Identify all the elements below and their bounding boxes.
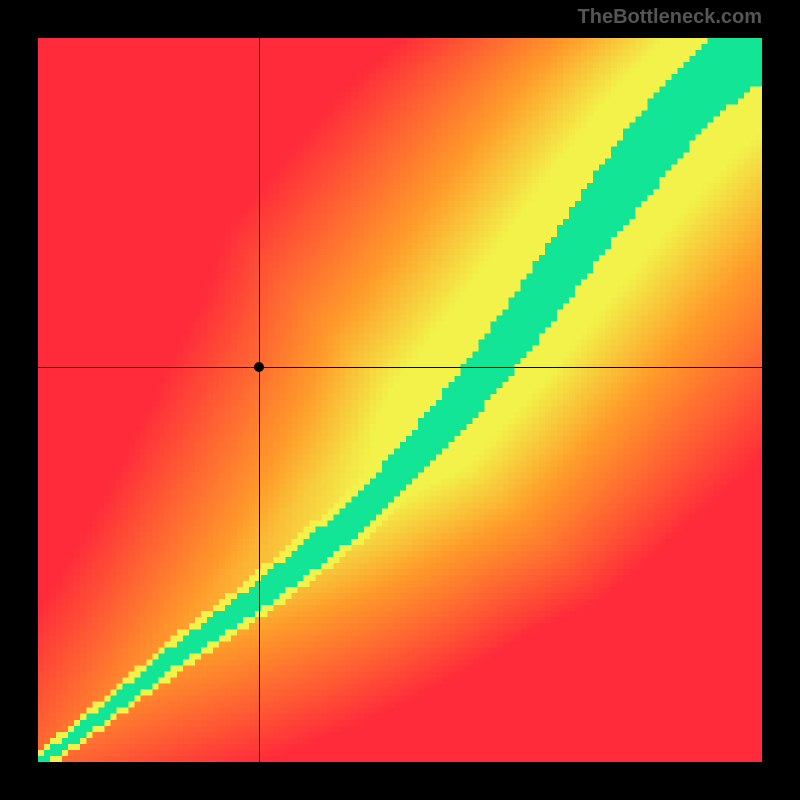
selection-marker[interactable]	[254, 362, 264, 372]
plot-area	[38, 38, 762, 762]
watermark-text: TheBottleneck.com	[578, 6, 762, 29]
crosshair-horizontal	[38, 367, 762, 368]
crosshair-vertical	[259, 38, 260, 762]
bottleneck-heatmap	[38, 38, 762, 762]
figure-container: TheBottleneck.com	[0, 0, 800, 800]
